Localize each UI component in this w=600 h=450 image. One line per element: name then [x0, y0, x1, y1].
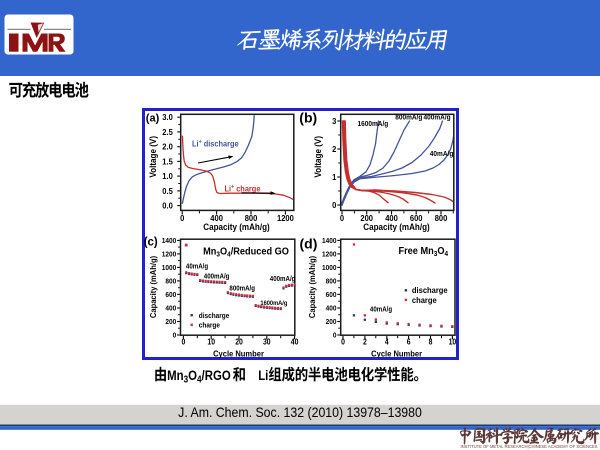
svg-text:2.5: 2.5: [162, 127, 173, 137]
svg-text:Li+ charge: Li+ charge: [225, 184, 261, 194]
svg-text:2: 2: [363, 337, 367, 347]
svg-text:1600mA/g: 1600mA/g: [260, 300, 287, 307]
svg-text:Capacity (mAh/g): Capacity (mAh/g): [308, 256, 318, 318]
svg-text:Capacity (mAh/g): Capacity (mAh/g): [149, 256, 159, 318]
svg-text:4: 4: [385, 337, 390, 347]
svg-text:J. Am. Chem. Soc. 132 (2010) 1: J. Am. Chem. Soc. 132 (2010) 13978–13980: [178, 404, 422, 420]
svg-text:10: 10: [449, 337, 457, 347]
svg-text:1.5: 1.5: [162, 157, 173, 167]
svg-text:200: 200: [360, 213, 373, 223]
svg-text:800mA/g: 800mA/g: [395, 114, 422, 121]
svg-text:40: 40: [291, 337, 299, 347]
svg-text:400mA/g: 400mA/g: [424, 114, 451, 121]
svg-text:Li+ discharge: Li+ discharge: [192, 139, 239, 149]
svg-text:0: 0: [340, 213, 345, 223]
svg-text:charge: charge: [199, 322, 220, 330]
svg-text:400: 400: [385, 213, 398, 223]
svg-text:8: 8: [429, 337, 433, 347]
svg-text:1000: 1000: [162, 265, 177, 272]
svg-text:0.0: 0.0: [162, 201, 173, 211]
svg-text:200: 200: [326, 319, 337, 326]
svg-text:charge: charge: [412, 296, 437, 305]
svg-text:1200: 1200: [277, 213, 294, 223]
svg-text:1400: 1400: [322, 238, 337, 245]
svg-text:40mA/g: 40mA/g: [430, 151, 454, 158]
svg-text:0: 0: [333, 332, 337, 339]
svg-text:discharge: discharge: [199, 313, 230, 321]
svg-text:800: 800: [245, 213, 258, 223]
svg-text:6: 6: [407, 337, 411, 347]
svg-text:1400: 1400: [162, 238, 177, 245]
svg-text:0: 0: [332, 201, 337, 211]
svg-text:800: 800: [165, 278, 176, 285]
svg-text:800: 800: [435, 213, 448, 223]
svg-text:Voltage (V): Voltage (V): [147, 136, 158, 178]
svg-text:(b): (b): [299, 110, 317, 126]
svg-text:400: 400: [165, 305, 176, 312]
svg-text:Free Mn3O4: Free Mn3O4: [399, 245, 449, 258]
svg-text:1200: 1200: [322, 251, 337, 258]
svg-text:0: 0: [173, 332, 177, 339]
svg-text:400mA/g: 400mA/g: [204, 273, 230, 280]
svg-text:10: 10: [207, 337, 215, 347]
svg-text:Li: Li: [258, 368, 268, 383]
svg-text:1200: 1200: [162, 251, 177, 258]
svg-text:Capacity (mAh/g): Capacity (mAh/g): [203, 221, 270, 232]
svg-text:1600mA/g: 1600mA/g: [358, 121, 389, 128]
svg-text:0: 0: [181, 337, 185, 347]
svg-text:800: 800: [326, 278, 337, 285]
svg-text:600: 600: [165, 292, 176, 299]
svg-text:30: 30: [263, 337, 271, 347]
svg-text:Mn3O4/RGO: Mn3O4/RGO: [167, 368, 231, 385]
svg-text:2: 2: [332, 145, 337, 155]
svg-text:2.0: 2.0: [162, 142, 173, 152]
svg-text:40mA/g: 40mA/g: [370, 306, 392, 313]
svg-text:discharge: discharge: [412, 286, 448, 295]
svg-text:600: 600: [326, 292, 337, 299]
svg-text:(c): (c): [144, 237, 158, 249]
svg-text:400mA/g: 400mA/g: [270, 276, 296, 283]
svg-text:3.0: 3.0: [162, 113, 173, 123]
svg-text:600: 600: [410, 213, 423, 223]
svg-text:1: 1: [332, 173, 337, 183]
svg-text:0: 0: [341, 337, 345, 347]
svg-text:Cycle Number: Cycle Number: [371, 349, 423, 359]
svg-text:400: 400: [210, 213, 223, 223]
svg-text:0.5: 0.5: [162, 186, 173, 196]
svg-text:1.0: 1.0: [162, 172, 173, 182]
svg-text:(d): (d): [300, 236, 318, 252]
svg-text:40mA/g: 40mA/g: [186, 263, 208, 270]
svg-text:Capacity (mAh/g): Capacity (mAh/g): [363, 221, 430, 232]
svg-text:(a): (a): [146, 113, 160, 125]
svg-text:0: 0: [180, 213, 185, 223]
svg-text:Voltage (V): Voltage (V): [312, 136, 323, 178]
svg-text:3: 3: [332, 117, 337, 127]
svg-text:200: 200: [165, 319, 176, 326]
svg-text:Mn3O4/Reduced GO: Mn3O4/Reduced GO: [203, 246, 289, 259]
svg-text:Cycle Number: Cycle Number: [213, 349, 265, 359]
svg-text:1000: 1000: [322, 265, 337, 272]
svg-text:800mA/g: 800mA/g: [229, 285, 255, 292]
svg-text:INSTITUTE OF METAL RESEARCH|CH: INSTITUTE OF METAL RESEARCH|CHINESE ACAD…: [461, 444, 598, 449]
svg-text:20: 20: [235, 337, 243, 347]
svg-text:400: 400: [326, 305, 337, 312]
